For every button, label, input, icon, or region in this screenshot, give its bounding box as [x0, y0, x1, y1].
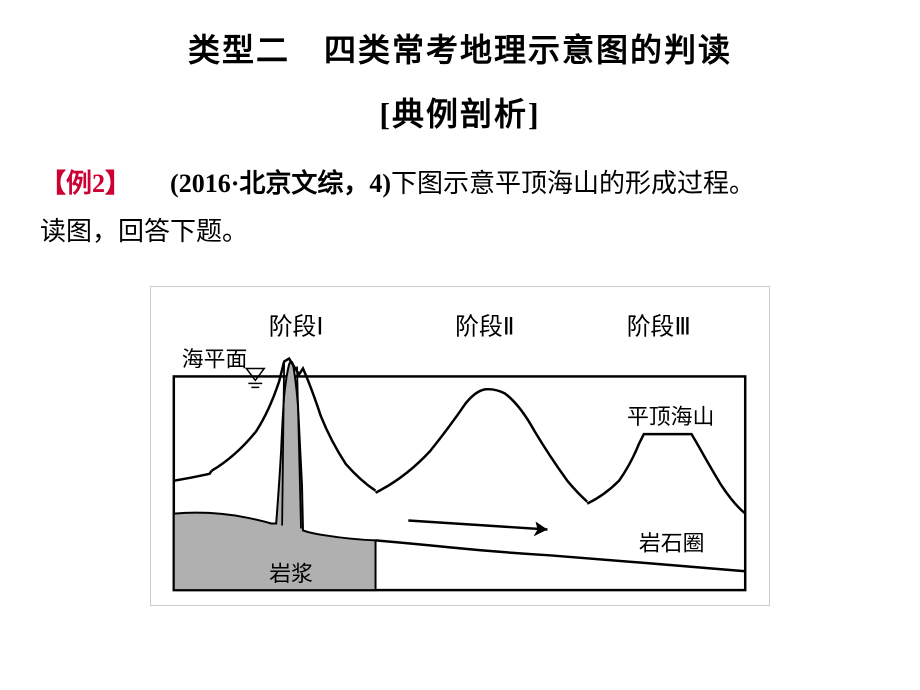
- lithosphere-top-left: [174, 471, 212, 481]
- stage-1-label: 阶段Ⅰ: [269, 314, 324, 341]
- question-body: 下图示意平顶海山的形成过程。: [391, 169, 755, 198]
- example-label: 【例2】: [40, 169, 131, 198]
- question-instruction: 读图，回答下题。: [40, 217, 248, 246]
- seamount-stage2: [376, 389, 588, 501]
- magma-label: 岩浆: [269, 562, 313, 586]
- sea-level-label: 海平面: [182, 348, 248, 372]
- geology-diagram: 阶段Ⅰ 阶段Ⅱ 阶段Ⅲ 海平面: [150, 286, 770, 606]
- question-paragraph: 【例2】 (2016·北京文综，4)下图示意平顶海山的形成过程。 读图，回答下题…: [40, 160, 880, 256]
- title-subtitle: [典例剖析]: [40, 89, 880, 135]
- stage-3-label: 阶段Ⅲ: [627, 314, 691, 341]
- diagram-svg: 阶段Ⅰ 阶段Ⅱ 阶段Ⅲ 海平面: [151, 287, 769, 605]
- guyot-stage3: [587, 434, 745, 514]
- slide-container: 类型二 四类常考地理示意图的判读 [典例剖析] 【例2】 (2016·北京文综，…: [0, 0, 920, 690]
- stage-2-label: 阶段Ⅱ: [455, 314, 514, 341]
- sea-level-symbol-icon: [246, 369, 264, 388]
- flat-top-label: 平顶海山: [627, 405, 714, 429]
- lithosphere-label: 岩石圈: [639, 532, 705, 556]
- title-type: 类型二 四类常考地理示意图的判读: [40, 25, 880, 71]
- exam-source: (2016·北京文综，4): [170, 169, 391, 198]
- movement-arrow-icon: [408, 521, 547, 537]
